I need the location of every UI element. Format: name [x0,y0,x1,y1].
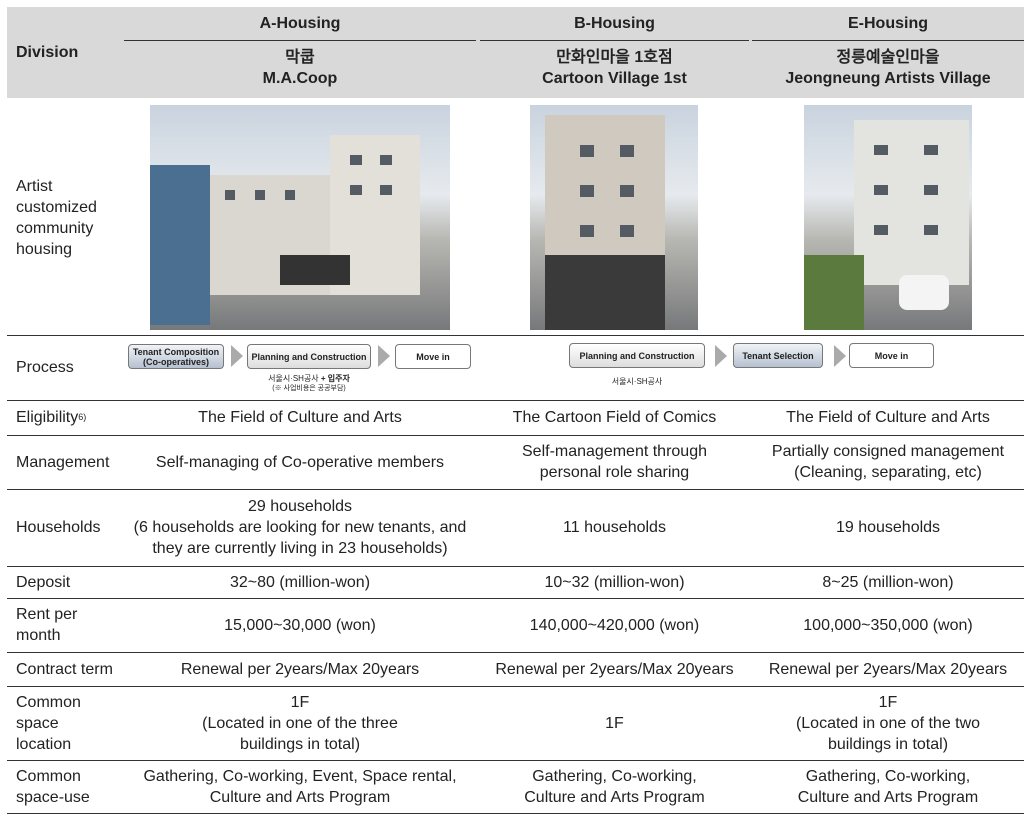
eligibility-b: The Cartoon Field of Comics [512,409,717,426]
deposit-b: 10~32 (million-won) [544,573,685,591]
contract-b: Renewal per 2years/Max 20years [495,660,734,678]
column-header-b: B-Housing 만화인마을 1호점 Cartoon Village 1st [480,7,749,89]
households-b: 11 households [563,519,666,536]
name-ko-b: 만화인마을 1호점 [556,49,673,66]
group-b: B-Housing [480,7,749,41]
rent-a: 15,000~30,000 (won) [224,616,376,634]
arrow-right-icon [715,345,727,367]
rent-label: Rent per month [16,606,78,644]
eligibility-e: The Field of Culture and Arts [786,409,990,426]
space-use-b: Gathering, Co-working, Culture and Arts … [524,767,705,806]
process-b-step-1: Planning and Construction [569,343,705,368]
management-e: Partially consigned management (Cleaning… [771,443,1005,481]
location-b: 1F [605,714,624,732]
location-label: Common space location [16,693,81,753]
column-header-a: A-Housing 막쿱 M.A.Coop [124,7,476,89]
process-a-step-2: Planning and Construction [247,344,371,369]
table-header [7,7,1024,98]
management-a: Self-managing of Co-operative members [155,453,445,471]
name-ko-a: 막쿱 [285,49,315,66]
name-ko-e: 정릉예술인마을 [836,49,940,66]
process-label: Process [16,359,74,376]
space-use-a: Gathering, Co-working, Event, Space rent… [143,767,457,806]
management-label: Management [16,453,110,471]
column-header-e: E-Housing 정릉예술인마을 Jeongneung Artists Vill… [752,7,1024,89]
process-a-note-bold: + 입주자 [320,374,350,383]
rent-e: 100,000~350,000 (won) [803,616,973,634]
process-a-step-1: Tenant Composition (Co-operatives) [128,344,224,369]
eligibility-label: Eligibility 6) [16,409,87,426]
contract-label: Contract term [16,660,113,678]
deposit-a: 32~80 (million-won) [229,573,371,591]
households-e: 19 households [835,519,941,536]
management-b: Self-management through personal role sh… [522,443,707,481]
name-en-b: Cartoon Village 1st [542,70,687,87]
location-e: 1F (Located in one of the two buildings i… [795,693,981,753]
arrow-right-icon [378,345,390,367]
group-a: A-Housing [124,7,476,41]
location-a: 1F (Located in one of the three buildings… [202,693,398,753]
contract-e: Renewal per 2years/Max 20years [768,660,1008,678]
space-use-label: Common space-use [16,767,90,806]
arrow-right-icon [231,345,243,367]
photo-a-housing [150,105,450,330]
group-e: E-Housing [752,7,1024,41]
rent-b: 140,000~420,000 (won) [529,616,700,634]
households-a: 29 households (6 households are looking f… [133,498,467,557]
eligibility-a: The Field of Culture and Arts [198,409,402,426]
name-en-e: Jeongneung Artists Village [785,70,991,87]
households-label: Households [16,519,101,536]
process-a-note-2: (※ 사업비용은 공공부담) [272,385,346,392]
division-header: Division [16,44,79,61]
space-use-e: Gathering, Co-working, Culture and Arts … [797,767,979,806]
process-b-step-3: Move in [849,343,934,368]
arrow-right-icon [834,345,846,367]
deposit-label: Deposit [16,573,71,591]
process-a-step-3: Move in [395,344,471,369]
process-b-step-2: Tenant Selection [733,343,823,368]
deposit-e: 8~25 (million-won) [822,573,954,591]
photo-e-housing [804,105,972,330]
process-b-note: 서울시·SH공사 [611,377,663,386]
name-en-a: M.A.Coop [262,70,338,87]
process-a-note: 서울시·SH공사 [268,374,319,383]
photo-row-label: Artist customized community housing [16,178,97,258]
photo-b-housing [530,105,698,330]
contract-a: Renewal per 2years/Max 20years [180,660,420,678]
